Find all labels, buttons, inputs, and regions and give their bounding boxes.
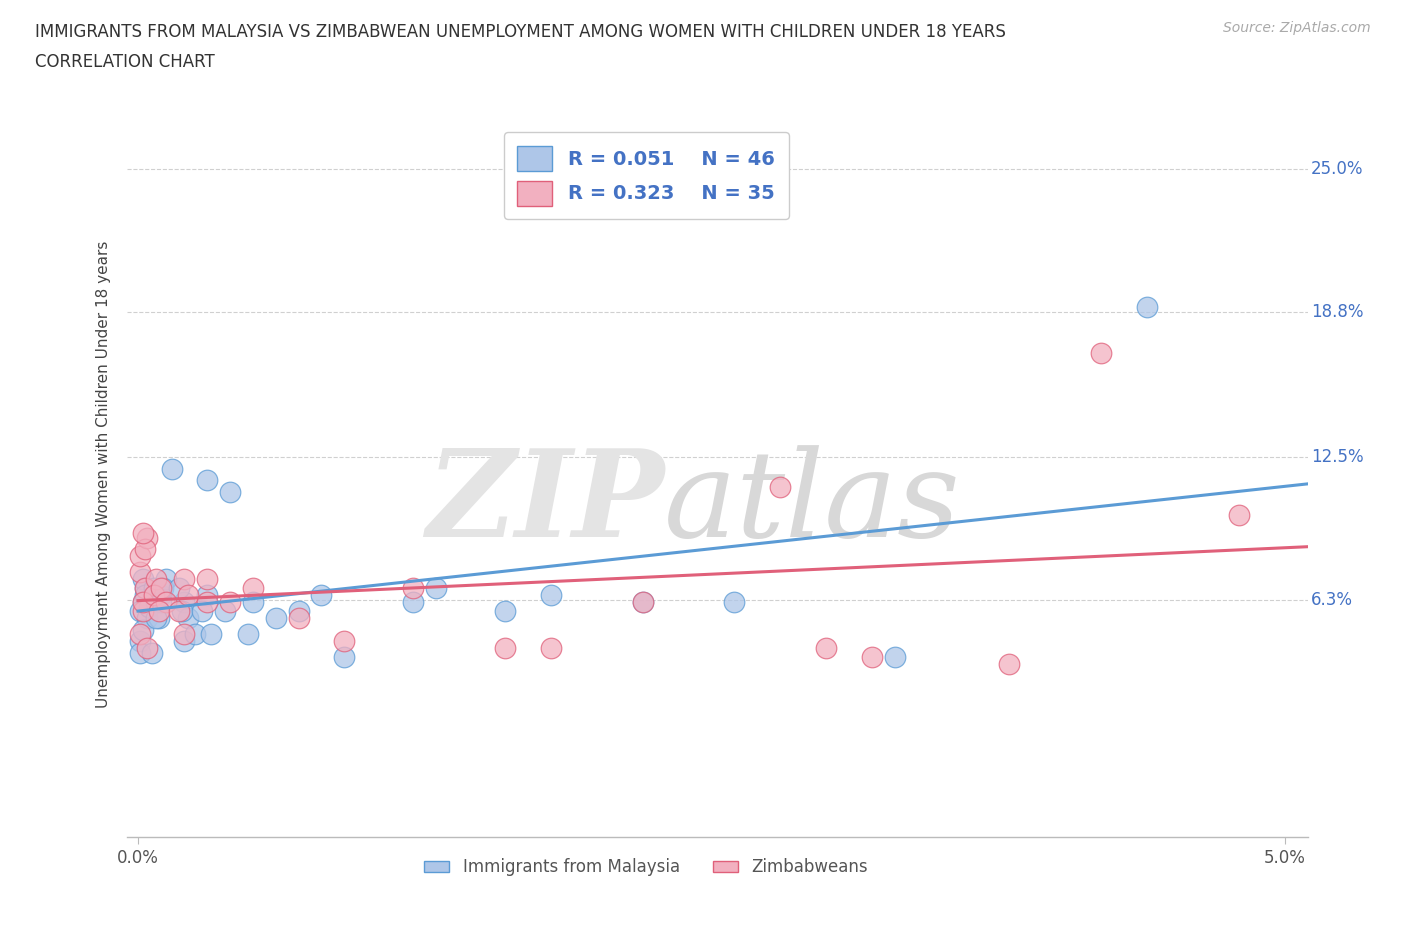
- Point: [145, 594, 167, 609]
- Text: 18.8%: 18.8%: [1312, 303, 1364, 321]
- Point: [131, 572, 153, 587]
- Point: [200, 627, 222, 642]
- Point: [218, 594, 240, 609]
- Point: [177, 588, 200, 603]
- Point: [494, 641, 516, 656]
- Point: [129, 634, 152, 649]
- Text: 12.5%: 12.5%: [1312, 448, 1364, 466]
- Point: [136, 530, 159, 545]
- Point: [287, 604, 309, 618]
- Point: [136, 611, 159, 626]
- Point: [195, 472, 218, 487]
- Point: [129, 549, 152, 564]
- Point: [136, 641, 159, 656]
- Point: [883, 650, 905, 665]
- Point: [131, 525, 153, 540]
- Text: CORRELATION CHART: CORRELATION CHART: [35, 53, 215, 71]
- Point: [129, 565, 152, 579]
- Point: [236, 627, 259, 642]
- Point: [333, 634, 356, 649]
- Y-axis label: Unemployment Among Women with Children Under 18 years: Unemployment Among Women with Children U…: [96, 241, 111, 708]
- Point: [631, 594, 654, 609]
- Point: [131, 594, 153, 609]
- Point: [184, 627, 207, 642]
- Point: [148, 611, 170, 626]
- Point: [311, 588, 333, 603]
- Point: [173, 627, 195, 642]
- Point: [145, 572, 167, 587]
- Point: [860, 650, 883, 665]
- Point: [195, 588, 218, 603]
- Point: [1227, 507, 1250, 522]
- Point: [155, 572, 177, 587]
- Point: [143, 581, 166, 596]
- Point: [134, 581, 156, 596]
- Text: ZIP: ZIP: [426, 444, 664, 563]
- Point: [494, 604, 516, 618]
- Point: [402, 594, 425, 609]
- Point: [814, 641, 837, 656]
- Point: [134, 581, 156, 596]
- Point: [162, 461, 184, 476]
- Point: [149, 581, 172, 596]
- Point: [134, 588, 156, 603]
- Text: IMMIGRANTS FROM MALAYSIA VS ZIMBABWEAN UNEMPLOYMENT AMONG WOMEN WITH CHILDREN UN: IMMIGRANTS FROM MALAYSIA VS ZIMBABWEAN U…: [35, 23, 1007, 41]
- Point: [998, 657, 1021, 671]
- Point: [540, 641, 562, 656]
- Point: [138, 599, 160, 614]
- Legend: Immigrants from Malaysia, Zimbabweans: Immigrants from Malaysia, Zimbabweans: [418, 852, 875, 883]
- Point: [769, 480, 792, 495]
- Point: [169, 604, 191, 618]
- Point: [145, 611, 167, 626]
- Text: Source: ZipAtlas.com: Source: ZipAtlas.com: [1223, 21, 1371, 35]
- Point: [155, 594, 177, 609]
- Point: [169, 581, 191, 596]
- Point: [141, 645, 163, 660]
- Point: [195, 594, 218, 609]
- Point: [191, 604, 214, 618]
- Point: [131, 622, 153, 637]
- Point: [425, 581, 447, 596]
- Point: [242, 581, 264, 596]
- Point: [333, 650, 356, 665]
- Point: [173, 594, 195, 609]
- Point: [129, 645, 152, 660]
- Point: [540, 588, 562, 603]
- Point: [129, 627, 152, 642]
- Point: [631, 594, 654, 609]
- Point: [1090, 346, 1112, 361]
- Text: 25.0%: 25.0%: [1312, 160, 1364, 179]
- Point: [152, 581, 174, 596]
- Point: [173, 634, 195, 649]
- Point: [131, 604, 153, 618]
- Point: [218, 485, 240, 499]
- Point: [129, 604, 152, 618]
- Text: 6.3%: 6.3%: [1312, 591, 1353, 609]
- Text: atlas: atlas: [664, 445, 960, 562]
- Point: [173, 572, 195, 587]
- Point: [287, 611, 309, 626]
- Point: [149, 588, 172, 603]
- Point: [242, 594, 264, 609]
- Point: [143, 588, 166, 603]
- Point: [148, 604, 170, 618]
- Point: [131, 594, 153, 609]
- Point: [170, 604, 193, 618]
- Point: [1136, 299, 1159, 314]
- Point: [134, 541, 156, 556]
- Point: [214, 604, 236, 618]
- Point: [402, 581, 425, 596]
- Point: [177, 611, 200, 626]
- Point: [149, 594, 172, 609]
- Point: [264, 611, 287, 626]
- Point: [723, 594, 745, 609]
- Point: [195, 572, 218, 587]
